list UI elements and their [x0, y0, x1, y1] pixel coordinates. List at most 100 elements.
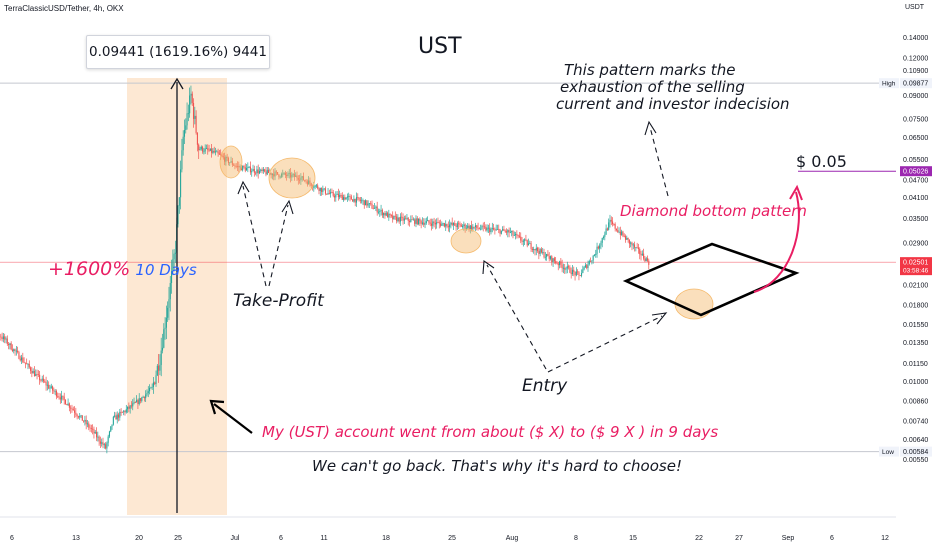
candle-69 — [63, 392, 65, 405]
candle-90 — [90, 424, 92, 433]
candle-426 — [525, 234, 527, 242]
candle-382 — [468, 223, 470, 232]
candle-398 — [489, 223, 491, 236]
candle-57 — [48, 381, 50, 390]
candle-54 — [44, 379, 46, 383]
candle-305 — [368, 203, 370, 208]
candle-320 — [388, 209, 390, 221]
candle-250 — [297, 175, 299, 185]
y-tick-label: 0.12000 — [903, 55, 928, 62]
candle-215 — [252, 164, 254, 172]
svg-text:0.05026: 0.05026 — [903, 169, 928, 176]
candle-459 — [568, 264, 570, 270]
candle-173 — [198, 143, 200, 159]
candle-133 — [146, 389, 148, 397]
candle-468 — [579, 274, 581, 277]
candle-220 — [258, 167, 261, 175]
candle-315 — [381, 208, 383, 218]
candle-176 — [202, 145, 204, 154]
candle-210 — [246, 164, 248, 171]
candle-183 — [211, 144, 213, 158]
candle-59 — [50, 383, 52, 389]
candle-348 — [424, 218, 426, 229]
candle-164 — [186, 102, 188, 130]
entry-arrowhead-2 — [651, 312, 668, 325]
candle-40 — [26, 358, 28, 365]
candle-388 — [476, 225, 478, 231]
candle-418 — [515, 231, 517, 240]
candle-481 — [596, 242, 598, 258]
candle-42 — [28, 360, 30, 369]
symbol-label[interactable]: TerraClassicUSD/Tether, 4h, OKX — [4, 4, 124, 13]
candle-253 — [301, 175, 303, 182]
candle-505 — [627, 237, 629, 243]
candle-177 — [203, 148, 205, 155]
x-tick-label: 15 — [629, 535, 637, 542]
candle-334 — [406, 213, 408, 220]
candle-258 — [308, 176, 310, 185]
candle-25 — [6, 335, 8, 346]
candle-501 — [622, 230, 624, 238]
candle-340 — [414, 218, 416, 227]
candle-424 — [522, 239, 524, 247]
candle-355 — [433, 217, 435, 228]
y-tick-label: 0.01800 — [903, 302, 928, 309]
candle-513 — [637, 243, 639, 254]
candle-246 — [292, 173, 294, 178]
candle-371 — [454, 220, 456, 226]
candle-451 — [557, 262, 559, 271]
candle-405 — [498, 224, 500, 234]
candle-358 — [437, 217, 439, 224]
candle-45 — [32, 368, 34, 374]
candle-151 — [169, 276, 171, 312]
candle-485 — [601, 237, 603, 248]
candle-280 — [336, 191, 338, 195]
candle-401 — [493, 223, 495, 231]
svg-text:0.00584: 0.00584 — [903, 449, 928, 456]
candle-218 — [256, 165, 258, 177]
candle-195 — [226, 153, 228, 162]
candle-294 — [354, 198, 356, 207]
candle-458 — [566, 261, 568, 274]
candle-22 — [2, 333, 4, 343]
y-tick-label: 0.01150 — [903, 361, 928, 368]
candle-419 — [516, 230, 518, 239]
candle-93 — [94, 430, 96, 434]
candle-245 — [291, 171, 293, 181]
target-arrowhead — [789, 184, 803, 201]
candle-486 — [602, 235, 605, 240]
candle-461 — [570, 267, 572, 279]
candle-431 — [531, 246, 533, 253]
candle-299 — [361, 197, 363, 204]
candle-341 — [415, 215, 417, 228]
take-profit-label: Take-Profit — [233, 291, 324, 311]
candle-447 — [552, 257, 554, 267]
candle-387 — [474, 222, 477, 231]
candle-127 — [138, 393, 140, 406]
candle-409 — [503, 225, 505, 231]
candle-359 — [438, 220, 440, 229]
candle-316 — [383, 212, 385, 219]
candle-104 — [108, 430, 111, 439]
candle-272 — [326, 193, 328, 195]
candle-73 — [68, 402, 70, 412]
candle-169 — [192, 98, 195, 128]
candle-473 — [586, 263, 588, 270]
y-tick-label: 0.00740 — [903, 418, 928, 425]
candle-391 — [480, 224, 482, 231]
candle-139 — [154, 381, 156, 386]
candle-498 — [618, 227, 620, 234]
candle-114 — [121, 411, 123, 413]
candle-254 — [302, 172, 305, 181]
candle-462 — [571, 264, 574, 276]
chart-title: UST — [418, 34, 462, 59]
candle-163 — [185, 118, 187, 134]
candle-422 — [520, 232, 522, 244]
candle-428 — [527, 238, 530, 246]
currency-label: USDT — [905, 4, 925, 11]
candle-333 — [405, 215, 407, 220]
candle-380 — [465, 224, 467, 231]
candle-516 — [641, 250, 643, 256]
candle-105 — [110, 426, 112, 433]
